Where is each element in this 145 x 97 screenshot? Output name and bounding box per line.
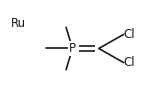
Text: P: P [69,42,76,55]
Text: Cl: Cl [124,56,135,69]
Text: Cl: Cl [124,28,135,41]
Text: Ru: Ru [11,17,26,30]
